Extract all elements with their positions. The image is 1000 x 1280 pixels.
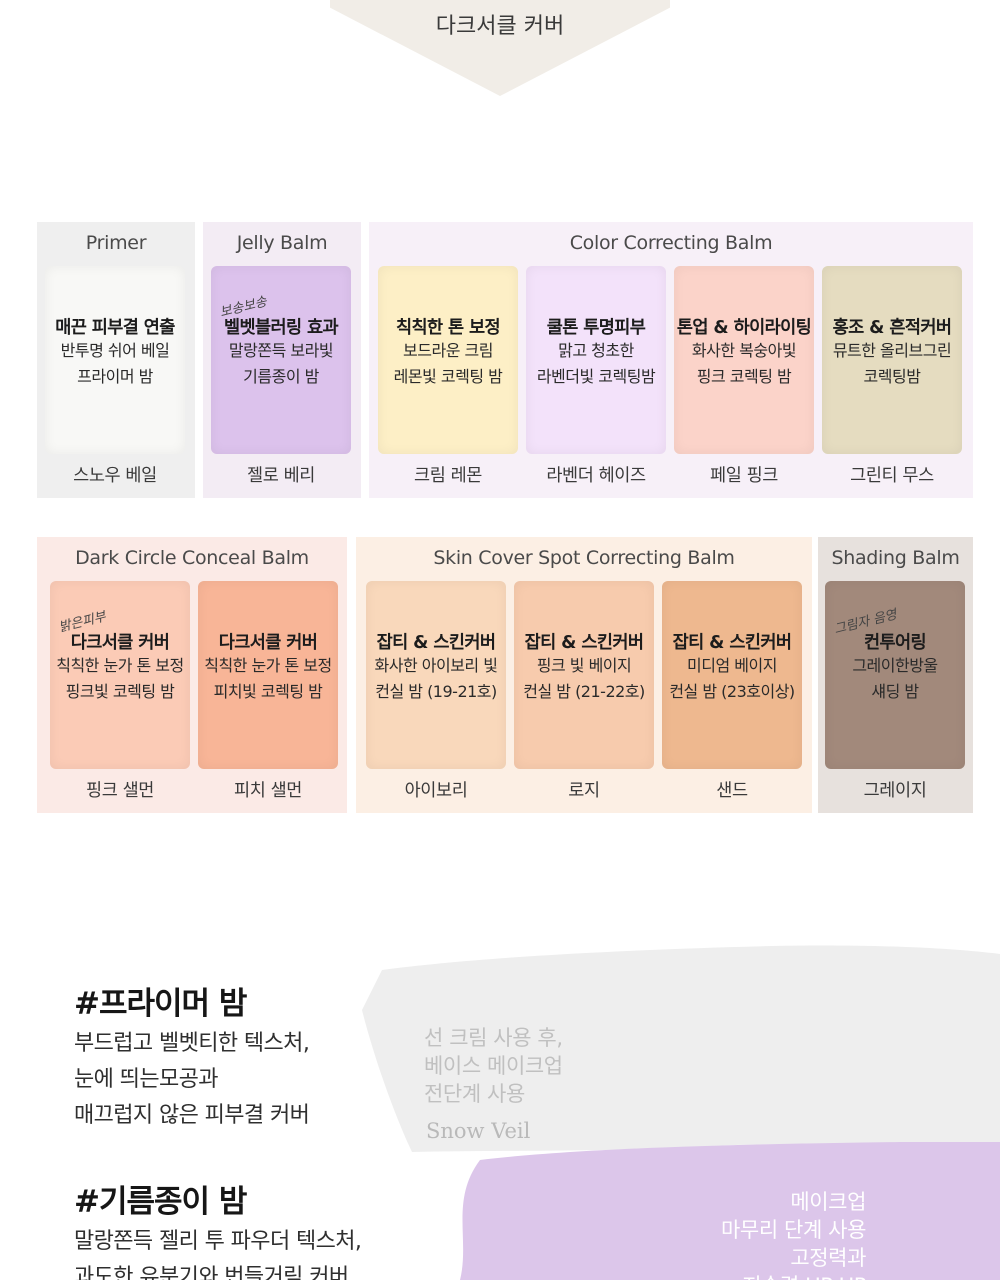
swatch-headline: 쿨톤 투명피부 (546, 318, 646, 338)
swatch-description-line: 라벤더빛 코렉팅밤 (536, 367, 656, 386)
swatch-description-line: 칙칙한 눈가 톤 보정 (56, 656, 184, 675)
swatch-shade-name: 크림 레몬 (414, 466, 482, 486)
swatch-shade-name: 피치 샐먼 (234, 781, 302, 801)
swatch-description-line: 화사한 아이보리 빛 (374, 656, 498, 675)
primer-balm-heading: #프라이머 밤 (74, 986, 247, 1022)
swatch-shade-name: 로지 (568, 781, 600, 801)
group-shading-balm: Shading Balm 그림자 음영 컨투어링 그레이한방울 섀딩 밤 그레이지 (818, 537, 973, 813)
swatch-description-line: 컨실 밤 (19-21호) (375, 682, 497, 701)
swatch-description-line: 기름종이 밤 (243, 367, 319, 386)
group-title: Dark Circle Conceal Balm (75, 547, 309, 569)
description-line: 눈에 띄는모공과 (74, 1067, 218, 1092)
swatch-description-line: 컨실 밤 (23호이상) (669, 682, 795, 701)
usage-line: 선 크림 사용 후, (424, 1026, 563, 1050)
description-line: 과도한 유분기와 번들거림 커버 (74, 1265, 349, 1280)
swatch-shade-name: 그린티 무스 (850, 466, 934, 486)
usage-line: 마무리 단계 사용 (721, 1218, 866, 1242)
swatch-headline: 다크서클 커버 (70, 633, 170, 653)
product-swatch[interactable]: 그림자 음영 컨투어링 그레이한방울 섀딩 밤 (825, 581, 965, 769)
oil-paper-balm-description: 말랑쫀득 젤리 투 파우더 텍스처, 과도한 유분기와 번들거림 커버 (74, 1224, 362, 1280)
group-title: Jelly Balm (236, 232, 328, 254)
swatch-description-line: 그레이한방울 (852, 656, 938, 675)
product-swatch[interactable]: 밝은피부 다크서클 커버 칙칙한 눈가 톤 보정 핑크빛 코렉팅 밤 (50, 581, 190, 769)
swatch-description-line: 피치빛 코렉팅 밤 (213, 682, 323, 701)
top-tab[interactable]: 다크서클 커버 (330, 0, 670, 96)
swatch-description-line: 뮤트한 올리브그린 (832, 341, 952, 360)
swatch-shade-name: 페일 핑크 (710, 466, 778, 486)
swatch-description-line: 칙칙한 눈가 톤 보정 (204, 656, 332, 675)
swatch-shade-name: 라벤더 헤이즈 (546, 466, 646, 486)
product-swatch[interactable]: 보송보송 벨벳블러링 효과 말랑쫀득 보라빛 기름종이 밤 (211, 266, 351, 454)
swatch-description-line: 섀딩 밤 (871, 682, 919, 701)
usage-line: 베이스 메이크업 (424, 1054, 563, 1078)
group-title: Skin Cover Spot Correcting Balm (433, 547, 735, 569)
usage-line: 전단계 사용 (424, 1082, 525, 1106)
jelly-berry-usage-text: 메이크업 마무리 단계 사용 고정력과 지속력 UP UP (721, 1188, 866, 1280)
swatch-headline: 다크서클 커버 (218, 633, 318, 653)
swatch-description-line: 컨실 밤 (21-22호) (523, 682, 645, 701)
swatch-description-line: 화사한 복숭아빛 (691, 341, 797, 360)
swatch-headline: 잡티 & 스킨커버 (672, 633, 792, 653)
usage-line: 고정력과 (790, 1246, 866, 1270)
description-line: 부드럽고 벨벳티한 텍스처, (74, 1031, 310, 1056)
swatch-description-line: 핑크빛 코렉팅 밤 (65, 682, 175, 701)
group-skin-cover-spot-correcting-balm: Skin Cover Spot Correcting Balm 잡티 & 스킨커… (356, 537, 812, 813)
swatch-headline: 잡티 & 스킨커버 (376, 633, 496, 653)
group-title: Shading Balm (831, 547, 960, 569)
swatch-shade-name: 아이보리 (404, 781, 468, 801)
swatch-headline: 컨투어링 (864, 633, 927, 653)
usage-line: 지속력 UP UP (721, 1272, 866, 1280)
swatch-headline: 칙칙한 톤 보정 (396, 318, 501, 338)
description-line: 말랑쫀득 젤리 투 파우더 텍스처, (74, 1229, 362, 1254)
swatch-description-line: 반투명 쉬어 베일 (60, 341, 170, 360)
swatch-description-line: 핑크 코렉팅 밤 (696, 367, 792, 386)
swatch-headline: 홍조 & 흔적커버 (832, 318, 952, 338)
swatch-description-line: 미디엄 베이지 (687, 656, 777, 675)
swatch-shade-name: 그레이지 (863, 781, 927, 801)
usage-line: 메이크업 (790, 1190, 866, 1214)
snow-veil-texture-swatch (362, 945, 1000, 1152)
swatch-shade-name: 샌드 (716, 781, 748, 801)
top-tab-label: 다크서클 커버 (435, 14, 565, 39)
swatch-shade-name: 핑크 샐먼 (86, 781, 154, 801)
swatch-description-line: 프라이머 밤 (77, 367, 153, 386)
swatch-description-line: 레몬빛 코렉팅 밤 (393, 367, 503, 386)
snow-veil-usage-text: 선 크림 사용 후, 베이스 메이크업 전단계 사용 (424, 1024, 563, 1108)
swatch-headline: 톤업 & 하이라이팅 (676, 318, 812, 338)
swatch-headline: 매끈 피부결 연출 (55, 318, 175, 338)
group-jelly-balm: Jelly Balm 보송보송 벨벳블러링 효과 말랑쫀득 보라빛 기름종이 밤 젤로 … (203, 222, 361, 498)
group-title: Primer (85, 232, 147, 254)
swatch-description-line: 코렉팅밤 (863, 367, 921, 386)
group-dark-circle-conceal-balm: Dark Circle Conceal Balm 밝은피부 다크서클 커버 칙칙한 … (37, 537, 347, 813)
group-title: Color Correcting Balm (569, 232, 773, 254)
swatch-headline: 잡티 & 스킨커버 (524, 633, 644, 653)
swatch-description-line: 맑고 청초한 (558, 341, 634, 360)
primer-balm-description: 부드럽고 벨벳티한 텍스처, 눈에 띄는모공과 매끄럽지 않은 피부결 커버 (74, 1026, 310, 1134)
swatch-headline: 벨벳블러링 효과 (224, 318, 339, 338)
swatch-description-line: 핑크 빛 베이지 (536, 656, 632, 675)
swatch-shade-name: 스노우 베일 (73, 466, 157, 486)
swatch-description-line: 말랑쫀득 보라빛 (228, 341, 334, 360)
jelly-berry-texture-swatch (460, 1142, 1000, 1280)
description-line: 매끄럽지 않은 피부결 커버 (74, 1103, 310, 1128)
swatch-description-line: 보드라운 크림 (403, 341, 493, 360)
snow-veil-brand: Snow Veil (426, 1119, 531, 1143)
oil-paper-balm-heading: #기름종이 밤 (74, 1184, 247, 1220)
swatch-shade-name: 젤로 베리 (247, 466, 315, 486)
